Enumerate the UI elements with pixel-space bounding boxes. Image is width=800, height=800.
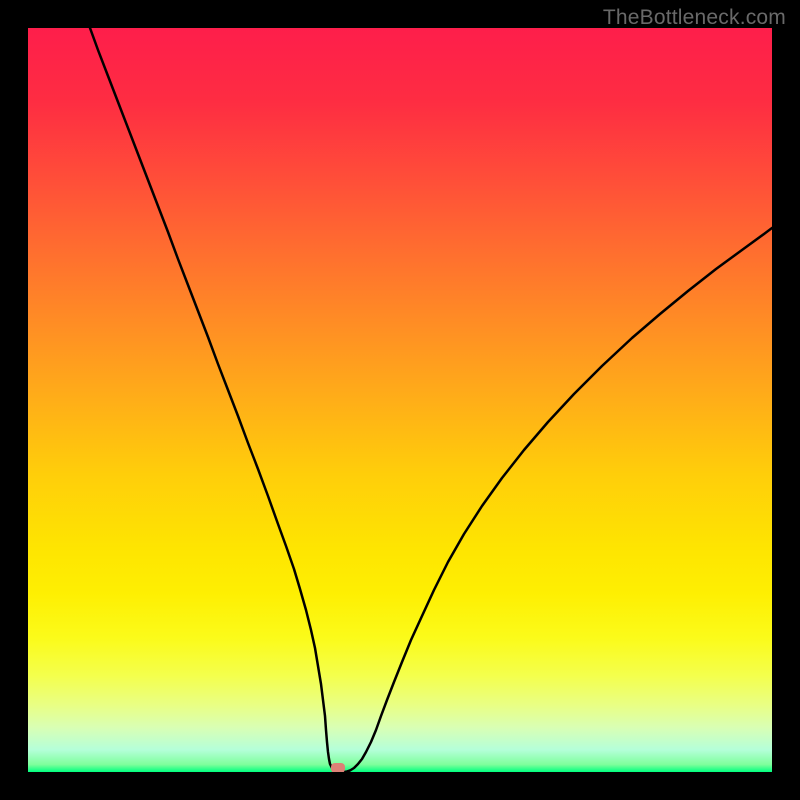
chart-container: TheBottleneck.com xyxy=(0,0,800,800)
bottleneck-curve-chart xyxy=(28,28,772,772)
watermark-text: TheBottleneck.com xyxy=(603,6,786,30)
chart-background xyxy=(28,28,772,772)
chart-area xyxy=(28,28,772,772)
optimal-point-marker xyxy=(331,763,345,772)
